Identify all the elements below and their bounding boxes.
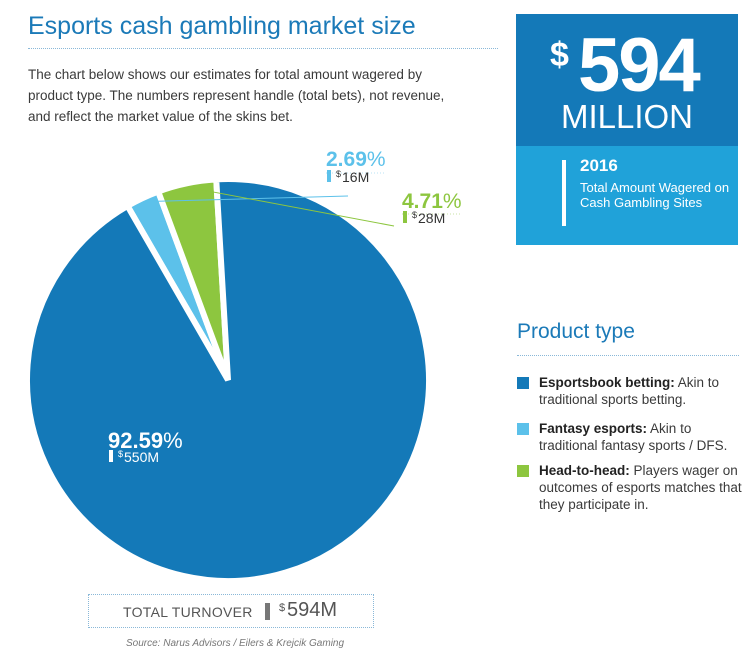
- chart-title: Esports cash gambling market size: [28, 12, 416, 40]
- legend-swatch: [517, 465, 529, 477]
- slice-value-label: 28M: [418, 210, 445, 226]
- legend-divider: [517, 355, 739, 356]
- legend-item-description: Players wager on outcomes of esports mat…: [539, 463, 742, 512]
- title-divider: [28, 48, 498, 49]
- slice-value-marker: [327, 170, 331, 182]
- fantasy-leader-line: [144, 195, 349, 203]
- legend-swatch: [517, 377, 529, 389]
- slice-value-marker: [403, 211, 407, 223]
- slice-value-label: 16M: [342, 169, 369, 185]
- slice-currency: $: [118, 449, 123, 459]
- stat-year: 2016: [580, 156, 618, 175]
- legend-item-description: Akin to traditional fantasy sports / DFS…: [539, 421, 728, 453]
- total-bar-marker: [265, 603, 270, 620]
- total-turnover-box: TOTAL TURNOVER $ 594M: [88, 594, 374, 628]
- slice-percent-label: 92.59%: [108, 428, 183, 453]
- legend-title: Product type: [517, 320, 635, 343]
- slice-percent-label: 4.71%: [402, 190, 462, 213]
- stat-accent-bar: [562, 160, 566, 226]
- total-stat-box: $ 594 MILLION 2016 Total Amount Wagered …: [516, 14, 738, 245]
- legend-item: Fantasy esports: Akin to traditional fan…: [517, 420, 742, 454]
- slice-value-label: 550M: [124, 449, 159, 465]
- stat-unit: MILLION: [560, 98, 694, 135]
- legend-item: Esportsbook betting: Akin to traditional…: [517, 374, 742, 408]
- total-turnover-value: 594M: [287, 599, 338, 621]
- stat-bottom-panel: 2016 Total Amount Wagered on Cash Gambli…: [516, 146, 738, 245]
- slice-currency: $: [336, 169, 341, 179]
- head-to-head-leader-line: [187, 186, 395, 227]
- intro-text: The chart below shows our estimates for …: [28, 67, 445, 124]
- total-turnover-label: TOTAL TURNOVER: [123, 604, 253, 620]
- total-currency: $: [279, 602, 286, 614]
- slice-percent-label: 2.69%: [326, 148, 386, 171]
- slice-currency: $: [412, 210, 417, 220]
- stat-top-panel: $ 594 MILLION: [516, 14, 738, 146]
- legend-swatch: [517, 423, 529, 435]
- stat-number: 594: [578, 23, 701, 108]
- legend-item-name: Head-to-head:: [539, 463, 630, 478]
- legend-item-description: Akin to traditional sports betting.: [539, 375, 720, 407]
- legend-item: Head-to-head: Players wager on outcomes …: [517, 462, 742, 513]
- stat-dollar-sign: $: [550, 36, 569, 74]
- pie-slice: [24, 176, 432, 584]
- legend-item-name: Esportsbook betting:: [539, 375, 675, 390]
- source-note: Source: Narus Advisors / Eilers & Krejci…: [126, 638, 345, 649]
- slice-value-marker: [109, 450, 113, 462]
- legend-item-name: Fantasy esports:: [539, 421, 648, 436]
- stat-description: Total Amount Wagered on Cash Gambling Si…: [580, 180, 730, 210]
